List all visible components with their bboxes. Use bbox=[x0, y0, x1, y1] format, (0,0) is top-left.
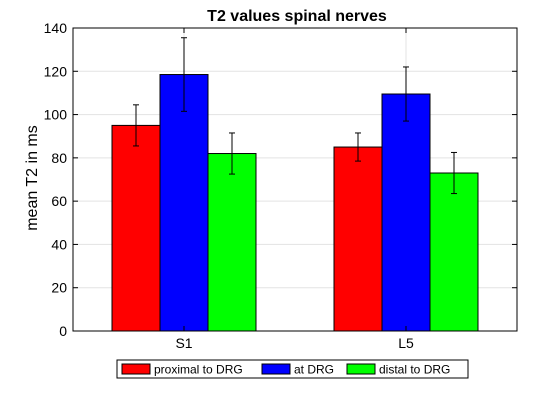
bar bbox=[159, 74, 209, 332]
legend-label: distal to DRG bbox=[379, 363, 450, 377]
y-tick-label: 140 bbox=[44, 20, 68, 36]
legend-box bbox=[116, 359, 469, 379]
bar bbox=[111, 124, 161, 332]
legend-label: proximal to DRG bbox=[154, 363, 243, 377]
chart-title: T2 values spinal nerves bbox=[207, 8, 387, 25]
y-tick-label: 80 bbox=[51, 150, 67, 166]
legend-swatch bbox=[121, 363, 151, 375]
bar bbox=[333, 146, 383, 332]
y-tick-label: 40 bbox=[51, 236, 67, 252]
bar bbox=[429, 172, 479, 332]
legend-label: at DRG bbox=[294, 363, 334, 377]
axis-ticks: 0 20 40 60 80 100 120 140 S1 L5 bbox=[44, 20, 517, 351]
y-axis-label: mean T2 in ms bbox=[24, 125, 41, 231]
legend-swatch bbox=[261, 363, 291, 375]
y-tick-label: 100 bbox=[44, 107, 68, 123]
y-tick-label: 20 bbox=[51, 280, 67, 296]
legend: proximal to DRG at DRG distal to DRG bbox=[116, 359, 469, 379]
plot-frame bbox=[72, 27, 518, 332]
x-tick-label: L5 bbox=[398, 335, 414, 351]
bars bbox=[111, 74, 479, 332]
y-tick-label: 120 bbox=[44, 63, 68, 79]
y-tick-label: 0 bbox=[59, 323, 67, 339]
bar bbox=[207, 153, 257, 332]
legend-swatch bbox=[346, 363, 376, 375]
x-tick-label: S1 bbox=[175, 335, 192, 351]
y-tick-label: 60 bbox=[51, 193, 67, 209]
error-bars bbox=[133, 37, 457, 195]
bar bbox=[381, 93, 431, 332]
